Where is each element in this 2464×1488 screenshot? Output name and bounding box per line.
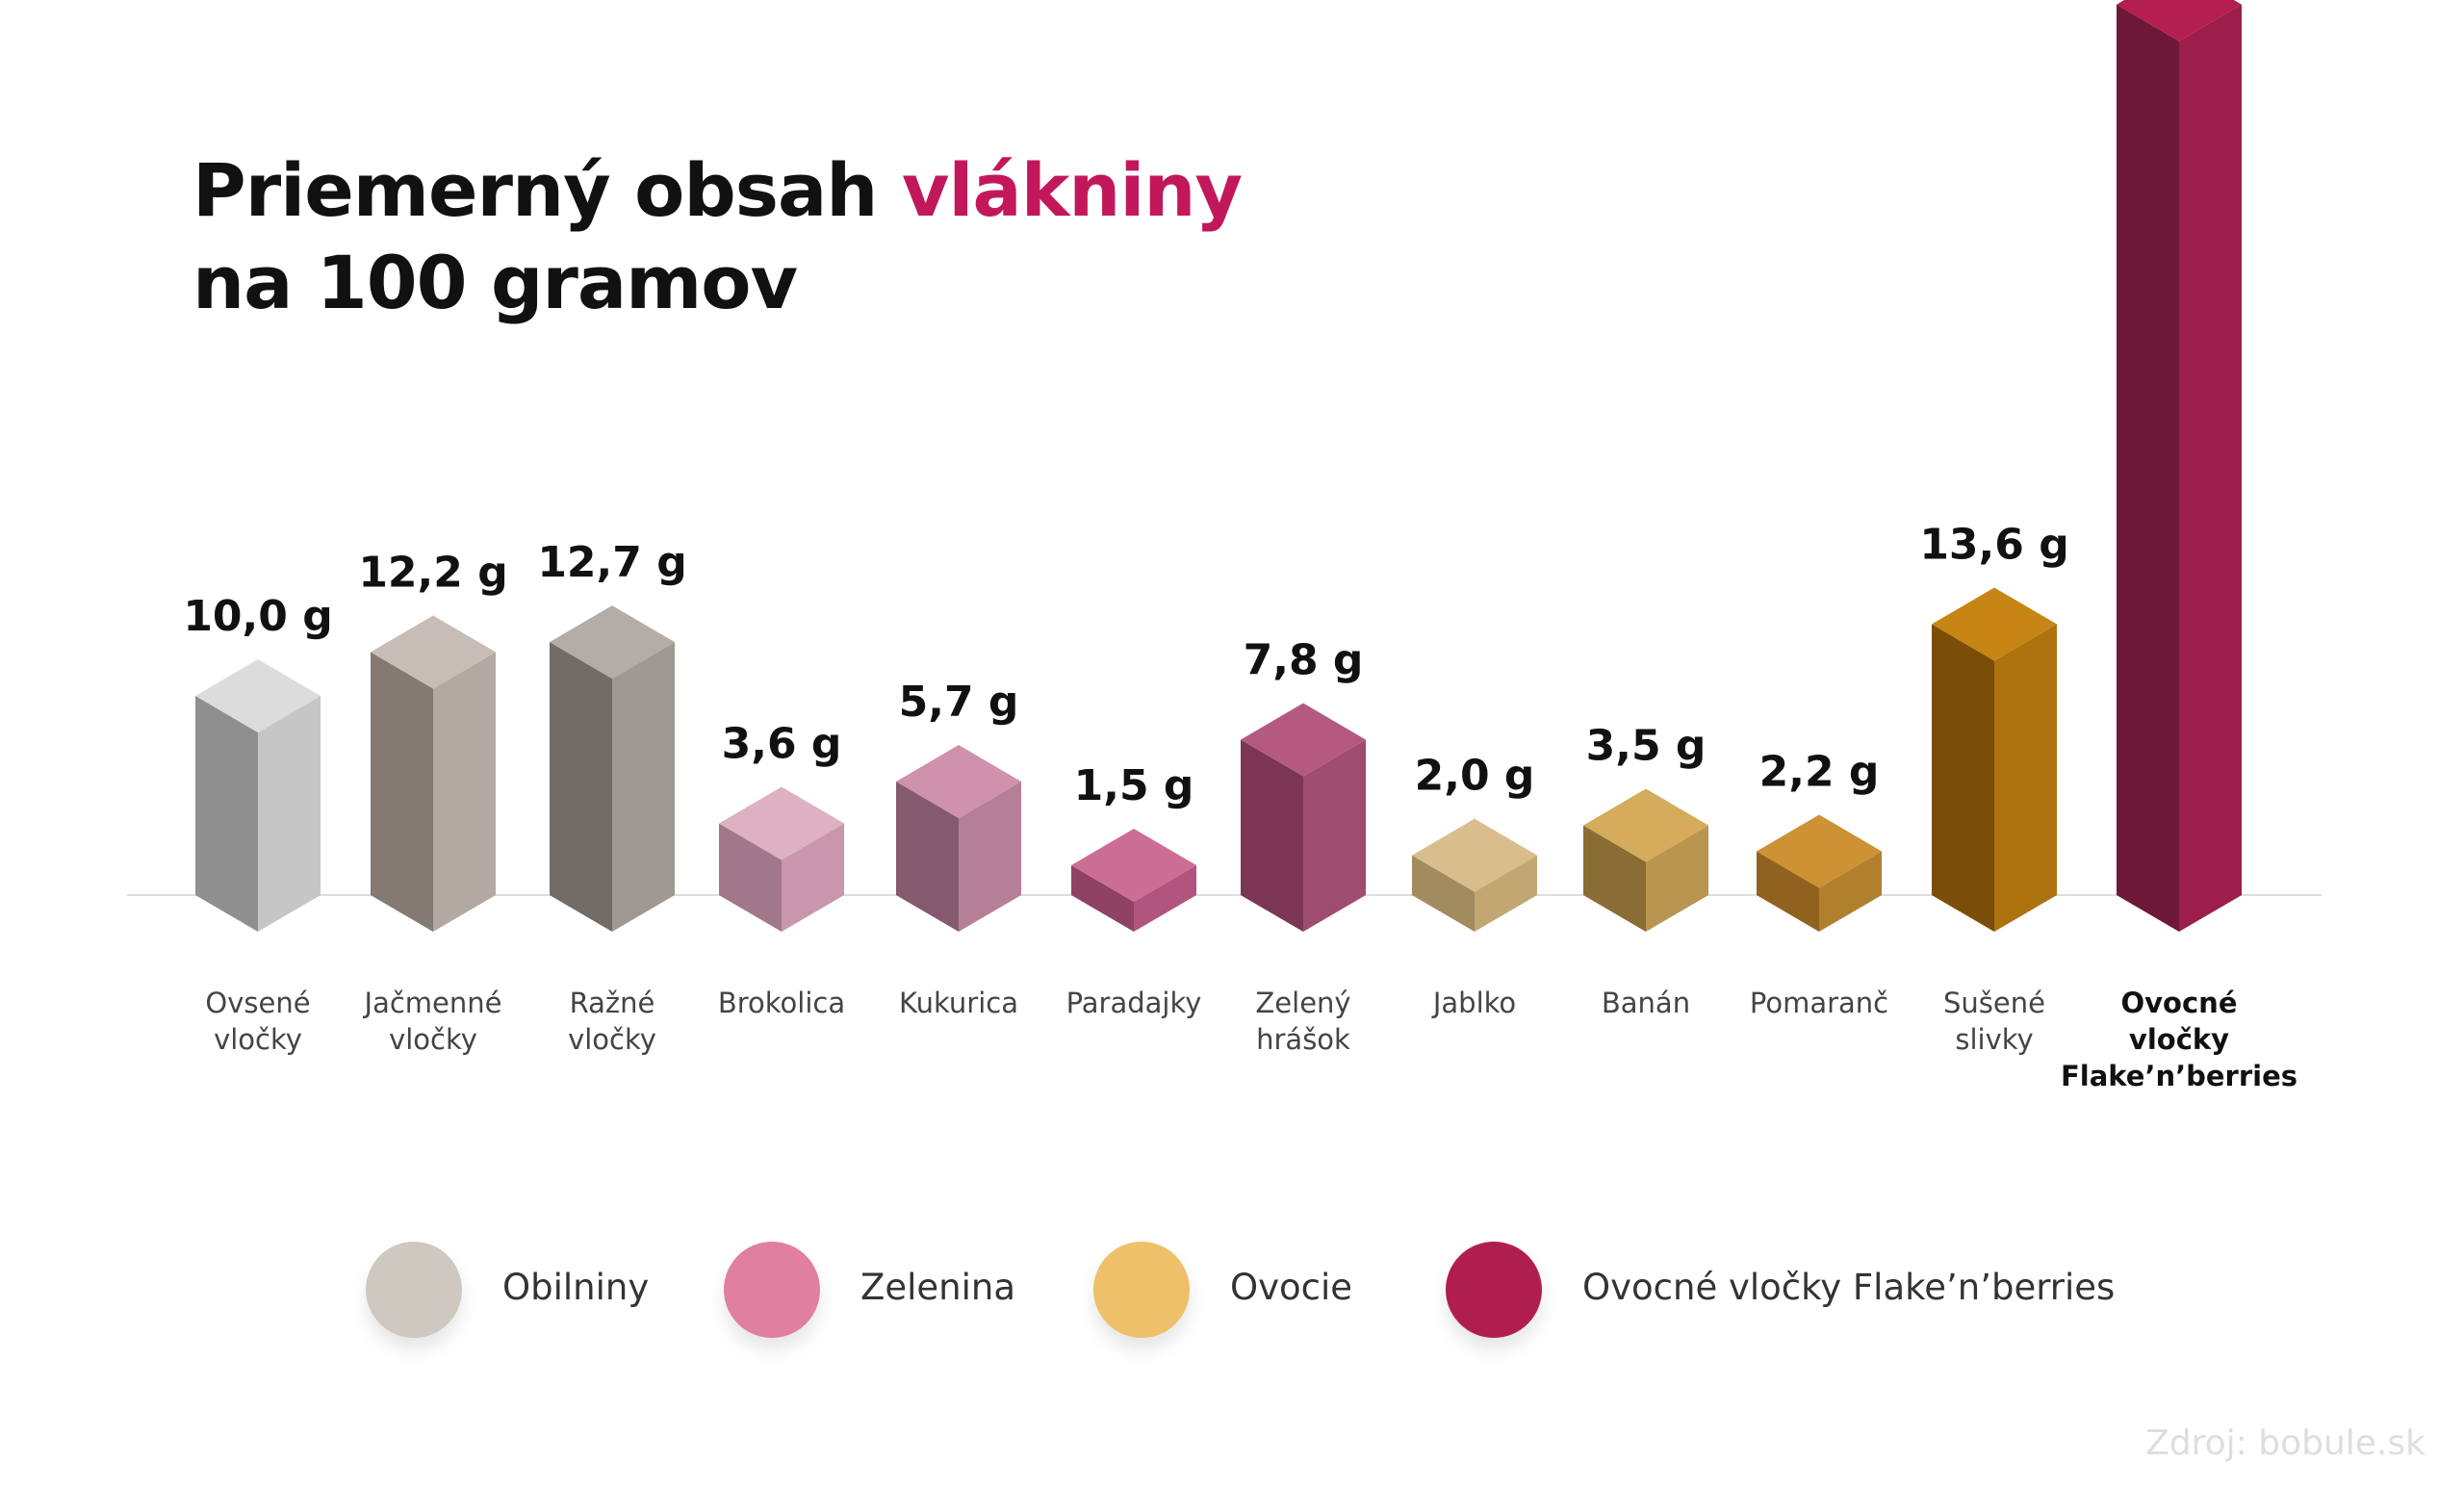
bar-left-face-7: [1412, 855, 1475, 932]
bar-left-face-5: [1071, 864, 1134, 932]
bar-right-face-3: [782, 823, 844, 932]
legend-swatch-zelenina: [724, 1242, 820, 1338]
bar-right-face-4: [959, 782, 1021, 932]
value-label-4: 5,7 g: [899, 678, 1019, 727]
category-label-9-0: Pomaranč: [1750, 987, 1888, 1019]
title-part-1: Priemerný obsah: [192, 147, 902, 233]
bar-left-face-1: [371, 652, 433, 932]
value-label-3: 3,6 g: [722, 719, 842, 768]
bar-top-face-1: [371, 615, 496, 689]
legend-swatch-obilniny: [366, 1242, 462, 1338]
bar-right-face-11: [2179, 4, 2242, 932]
bar-top-face-3: [719, 786, 844, 860]
category-label-11-1: vločky: [2129, 1023, 2229, 1056]
bar-left-face-2: [550, 642, 612, 932]
category-label-7-0: Jablko: [1431, 987, 1516, 1019]
category-label-3-0: Brokolica: [718, 987, 845, 1019]
bar-right-face-9: [1819, 851, 1882, 932]
chart-title: Priemerný obsah vlákniny na 100 gramov: [192, 144, 1243, 329]
category-label-4-0: Kukurica: [899, 987, 1018, 1019]
title-highlight: vlákniny: [901, 147, 1243, 233]
bar-left-face-6: [1241, 739, 1303, 932]
bar-right-face-5: [1134, 864, 1196, 932]
value-label-1: 12,2 g: [358, 548, 507, 597]
category-label-1-1: vločky: [389, 1023, 477, 1056]
value-label-5: 1,5 g: [1074, 761, 1194, 810]
bar-top-face-7: [1412, 818, 1537, 892]
category-label-6-1: hrášok: [1256, 1023, 1350, 1056]
category-label-11-0: Ovocné: [2121, 987, 2238, 1019]
category-label-6-0: Zelený: [1255, 987, 1350, 1019]
value-label-6: 7,8 g: [1244, 636, 1364, 685]
bar-left-face-4: [896, 782, 959, 932]
bar-top-face-5: [1071, 828, 1196, 902]
value-label-9: 2,2 g: [1759, 747, 1880, 796]
bar-top-face-4: [896, 745, 1021, 819]
bar-left-face-10: [1932, 624, 1994, 932]
bar-top-face-10: [1932, 587, 2057, 661]
legend-swatch-ovocie: [1093, 1242, 1190, 1338]
category-label-11-2: Flake’n’berries: [2061, 1060, 2297, 1092]
category-label-10-0: Sušené: [1943, 987, 2045, 1019]
title-line-2: na 100 gramov: [192, 240, 798, 325]
bar-left-face-8: [1583, 825, 1646, 932]
source-note: Zdroj: bobule.sk: [2145, 1424, 2426, 1463]
bar-right-face-7: [1475, 855, 1537, 932]
bar-left-face-9: [1757, 851, 1819, 932]
value-label-10: 13,6 g: [1919, 520, 2068, 569]
bar-top-face-6: [1241, 703, 1366, 777]
category-label-2-1: vločky: [568, 1023, 656, 1056]
bar-right-face-2: [612, 642, 675, 932]
category-label-5-0: Paradajky: [1066, 987, 1202, 1019]
bar-top-face-0: [195, 659, 321, 732]
category-label-2-0: Ražné: [570, 987, 655, 1019]
category-label-0-0: Ovsené: [205, 987, 310, 1019]
value-label-7: 2,0 g: [1415, 752, 1535, 801]
bar-top-face-9: [1757, 814, 1882, 888]
bar-right-face-10: [1994, 624, 2057, 932]
value-label-8: 3,5 g: [1586, 722, 1707, 771]
value-label-2: 12,7 g: [537, 538, 686, 587]
bar-top-face-8: [1583, 788, 1708, 862]
legend-label-ovocie: Ovocie: [1230, 1267, 1353, 1308]
bar-left-face-0: [195, 696, 258, 932]
legend-label-obilniny: Obilniny: [502, 1267, 650, 1308]
legend-swatch-flake: [1446, 1242, 1542, 1338]
bar-left-face-3: [719, 823, 782, 932]
legend: Obilniny Zelenina Ovocie Ovocné vločky F…: [0, 1232, 2464, 1347]
category-label-1-0: Jačmenné: [363, 987, 502, 1019]
bar-top-face-2: [550, 605, 675, 680]
category-label-0-1: vločky: [214, 1023, 302, 1056]
category-label-10-1: slivky: [1955, 1023, 2033, 1056]
bar-right-face-1: [433, 652, 496, 932]
legend-label-flake: Ovocné vločky Flake’n’berries: [1582, 1267, 2116, 1308]
legend-label-zelenina: Zelenina: [860, 1267, 1016, 1308]
bar-right-face-8: [1646, 825, 1708, 932]
bar-top-face-11: [2117, 0, 2242, 41]
bar-right-face-0: [258, 696, 321, 932]
bar-right-face-6: [1303, 739, 1366, 932]
bar-left-face-11: [2117, 4, 2179, 932]
category-label-8-0: Banán: [1602, 987, 1690, 1019]
value-label-0: 10,0 g: [183, 592, 332, 641]
